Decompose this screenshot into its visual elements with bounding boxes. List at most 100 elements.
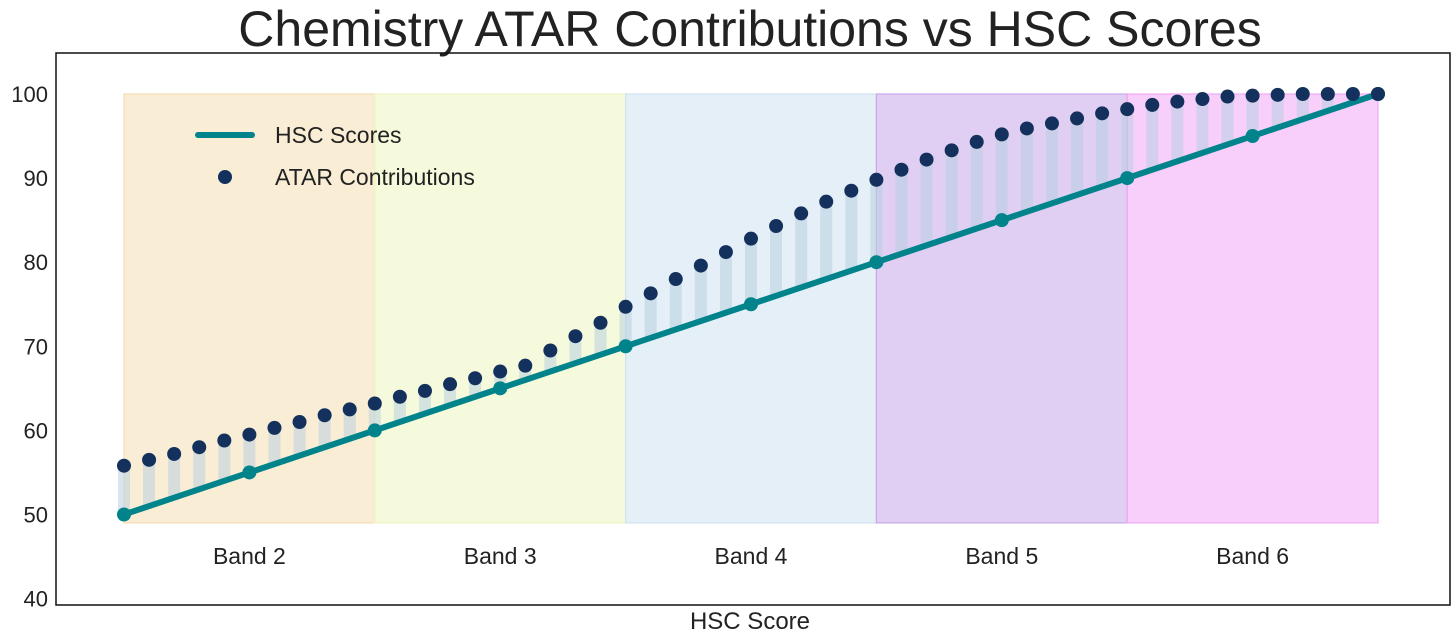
legend-label-atar: ATAR Contributions — [275, 164, 475, 190]
atar-point — [969, 134, 984, 149]
atar-points-layer — [117, 87, 1385, 473]
band-label: Band 4 — [715, 543, 788, 569]
gap-bar — [1096, 113, 1109, 187]
atar-point — [668, 272, 683, 287]
y-tick-label: 90 — [24, 166, 48, 191]
gap-bar — [1196, 99, 1209, 153]
band-region-3 — [374, 93, 627, 524]
atar-point — [493, 364, 508, 379]
hsc-point — [869, 255, 884, 270]
y-axis-ticks: 40 50 60 70 80 90 100 — [11, 82, 48, 612]
hsc-point — [493, 381, 508, 396]
gap-bar — [719, 252, 732, 313]
gap-bar — [293, 421, 306, 456]
atar-point — [342, 402, 357, 417]
atar-point — [1245, 88, 1260, 103]
gap-bar — [995, 134, 1008, 221]
legend-dot-swatch — [218, 170, 232, 184]
band-labels: Band 2 Band 3 Band 4 Band 5 Band 6 — [213, 543, 1289, 569]
gap-bar — [1246, 95, 1259, 137]
y-tick-label: 100 — [11, 82, 48, 107]
atar-point — [794, 206, 809, 221]
atar-point — [1120, 102, 1135, 117]
hsc-point — [242, 465, 257, 480]
atar-point — [994, 127, 1009, 142]
hsc-point — [744, 297, 758, 312]
atar-point — [643, 286, 658, 301]
gap-bar — [669, 279, 682, 330]
band-label: Band 5 — [965, 543, 1038, 569]
gap-bar — [1071, 118, 1084, 195]
gap-bar — [193, 447, 206, 490]
plot-frame — [55, 52, 1451, 606]
band-label: Band 3 — [464, 543, 537, 569]
x-axis-label: HSC Score — [690, 608, 810, 635]
gap-bar — [318, 415, 331, 448]
atar-point — [142, 452, 157, 467]
hsc-point — [117, 507, 131, 522]
gap-bar — [820, 201, 833, 280]
atar-point — [819, 194, 834, 209]
y-tick-label: 40 — [24, 587, 48, 612]
hsc-point — [618, 339, 633, 354]
gap-bar — [644, 293, 657, 338]
y-tick-label: 50 — [24, 503, 48, 528]
chart-title: Chemistry ATAR Contributions vs HSC Scor… — [238, 1, 1261, 57]
atar-point — [267, 420, 282, 435]
atar-point — [217, 433, 232, 448]
atar-point — [468, 371, 483, 386]
atar-point — [744, 231, 758, 246]
gap-fill-layer — [118, 94, 1359, 515]
atar-point — [317, 408, 332, 423]
gap-bar — [1221, 96, 1234, 145]
atar-point — [417, 383, 432, 398]
atar-point — [718, 245, 733, 260]
atar-point — [167, 446, 182, 461]
legend-label-hsc: HSC Scores — [275, 122, 402, 148]
gap-bar — [970, 141, 983, 229]
gap-bar — [770, 226, 783, 296]
atar-point — [518, 358, 533, 373]
gap-bar — [594, 322, 607, 355]
gap-bar — [569, 336, 582, 364]
atar-point — [618, 299, 633, 314]
atar-point — [1345, 87, 1360, 101]
y-tick-label: 60 — [24, 418, 48, 443]
gap-bar — [870, 179, 883, 263]
gap-bar — [795, 213, 808, 288]
y-tick-label: 70 — [24, 334, 48, 359]
gap-bar — [694, 265, 707, 322]
hsc-point — [994, 213, 1009, 228]
atar-point — [769, 219, 784, 234]
atar-point — [568, 329, 583, 344]
atar-point — [1145, 97, 1160, 112]
atar-point — [292, 414, 307, 429]
atar-point — [1019, 121, 1034, 136]
atar-point — [693, 258, 708, 273]
gap-bar — [1020, 128, 1033, 212]
atar-point — [1070, 111, 1085, 126]
band-label: Band 6 — [1216, 543, 1289, 569]
gap-bar — [1171, 101, 1184, 162]
gap-bar — [1045, 123, 1058, 204]
atar-point — [117, 458, 131, 473]
gap-bar — [895, 169, 908, 254]
atar-point — [242, 427, 257, 442]
gap-bar — [143, 459, 156, 507]
atar-point — [944, 143, 959, 158]
band-label: Band 2 — [213, 543, 286, 569]
y-tick-label: 80 — [24, 250, 48, 275]
gap-bar — [619, 306, 632, 347]
atar-point — [1320, 87, 1335, 101]
band-region-6 — [1126, 93, 1379, 524]
atar-point — [1044, 116, 1059, 131]
gap-bar — [845, 190, 858, 271]
gap-bar — [343, 409, 356, 439]
gap-bar — [118, 465, 130, 515]
gap-bar — [920, 159, 933, 246]
gap-bar — [1121, 109, 1134, 179]
gap-bar — [945, 150, 958, 237]
gap-bar — [1271, 94, 1284, 128]
